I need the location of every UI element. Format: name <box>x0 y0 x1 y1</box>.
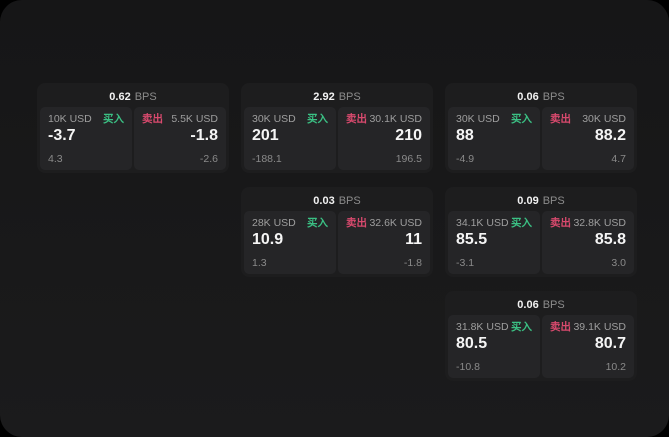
sell-label: 卖出 <box>142 113 163 125</box>
spread-unit: BPS <box>338 90 361 103</box>
buy-amount: 10K USD <box>48 113 92 125</box>
buy-panel[interactable]: 28K USD 买入 10.9 1.3 <box>244 211 336 274</box>
spread-unit: BPS <box>542 90 565 103</box>
quote-card-6: 0.06 BPS 31.8K USD 买入 80.5 -10.8 卖出 39.1… <box>445 291 637 381</box>
buy-delta: -10.8 <box>456 361 480 373</box>
buy-delta: -188.1 <box>252 153 282 165</box>
buy-amount: 28K USD <box>252 217 296 229</box>
sell-label: 卖出 <box>346 113 367 125</box>
buy-label: 买入 <box>103 113 124 125</box>
spread-header: 0.06 BPS <box>448 86 634 107</box>
buy-delta: 4.3 <box>48 153 63 165</box>
sell-panel[interactable]: 卖出 39.1K USD 80.7 10.2 <box>542 315 634 378</box>
spread-value: 0.09 <box>517 194 539 207</box>
quote-panels: 31.8K USD 买入 80.5 -10.8 卖出 39.1K USD 80.… <box>448 315 634 378</box>
buy-label: 买入 <box>511 217 532 229</box>
sell-amount: 30.1K USD <box>369 113 422 125</box>
buy-price: 201 <box>252 127 279 144</box>
quote-card-2: 2.92 BPS 30K USD 买入 201 -188.1 卖出 30.1K … <box>241 83 433 173</box>
sell-delta: -1.8 <box>403 257 422 269</box>
sell-amount: 30K USD <box>582 113 626 125</box>
buy-delta: -4.9 <box>456 153 475 165</box>
buy-price: -3.7 <box>48 127 76 144</box>
sell-panel[interactable]: 卖出 30K USD 88.2 4.7 <box>542 107 634 170</box>
buy-amount: 31.8K USD <box>456 321 509 333</box>
buy-label: 买入 <box>511 113 532 125</box>
buy-price: 10.9 <box>252 231 284 248</box>
sell-price: 11 <box>405 231 422 248</box>
buy-amount: 34.1K USD <box>456 217 509 229</box>
quote-panels: 34.1K USD 买入 85.5 -3.1 卖出 32.8K USD 85.8… <box>448 211 634 274</box>
buy-price: 88 <box>456 127 474 144</box>
sell-delta: 10.2 <box>605 361 626 373</box>
sell-panel[interactable]: 卖出 32.6K USD 11 -1.8 <box>338 211 430 274</box>
quote-card-5: 0.09 BPS 34.1K USD 买入 85.5 -3.1 卖出 32.8K… <box>445 187 637 277</box>
sell-label: 卖出 <box>550 321 571 333</box>
sell-amount: 5.5K USD <box>171 113 218 125</box>
sell-amount: 39.1K USD <box>573 321 626 333</box>
spread-unit: BPS <box>542 298 565 311</box>
spread-value: 0.06 <box>517 90 539 103</box>
quote-card-1: 0.62 BPS 10K USD 买入 -3.7 4.3 卖出 5.5K USD <box>37 83 229 173</box>
buy-amount: 30K USD <box>456 113 500 125</box>
spread-unit: BPS <box>338 194 361 207</box>
spread-unit: BPS <box>542 194 565 207</box>
sell-price: 85.8 <box>594 231 626 248</box>
buy-panel[interactable]: 34.1K USD 买入 85.5 -3.1 <box>448 211 540 274</box>
buy-delta: 1.3 <box>252 257 267 269</box>
quote-card-4: 0.03 BPS 28K USD 买入 10.9 1.3 卖出 32.6K US… <box>241 187 433 277</box>
spread-header: 0.06 BPS <box>448 294 634 315</box>
buy-label: 买入 <box>307 217 328 229</box>
spread-header: 0.03 BPS <box>244 190 430 211</box>
spread-header: 0.09 BPS <box>448 190 634 211</box>
sell-price: 210 <box>395 127 422 144</box>
sell-panel[interactable]: 卖出 32.8K USD 85.8 3.0 <box>542 211 634 274</box>
spread-header: 2.92 BPS <box>244 86 430 107</box>
quote-panels: 28K USD 买入 10.9 1.3 卖出 32.6K USD 11 -1.8 <box>244 211 430 274</box>
sell-price: 80.7 <box>594 335 626 352</box>
buy-panel[interactable]: 30K USD 买入 88 -4.9 <box>448 107 540 170</box>
sell-label: 卖出 <box>346 217 367 229</box>
buy-delta: -3.1 <box>456 257 475 269</box>
sell-price: -1.8 <box>190 127 218 144</box>
quote-panels: 30K USD 买入 88 -4.9 卖出 30K USD 88.2 4.7 <box>448 107 634 170</box>
sell-delta: 196.5 <box>395 153 422 165</box>
quote-panels: 30K USD 买入 201 -188.1 卖出 30.1K USD 210 1… <box>244 107 430 170</box>
buy-price: 80.5 <box>456 335 488 352</box>
sell-amount: 32.6K USD <box>369 217 422 229</box>
sell-delta: 3.0 <box>611 257 626 269</box>
spread-value: 0.62 <box>109 90 131 103</box>
buy-label: 买入 <box>511 321 532 333</box>
buy-panel[interactable]: 10K USD 买入 -3.7 4.3 <box>40 107 132 170</box>
quote-cards-grid: 0.62 BPS 10K USD 买入 -3.7 4.3 卖出 5.5K USD <box>37 83 637 381</box>
buy-price: 85.5 <box>456 231 488 248</box>
buy-amount: 30K USD <box>252 113 296 125</box>
quote-card-3: 0.06 BPS 30K USD 买入 88 -4.9 卖出 30K USD <box>445 83 637 173</box>
sell-panel[interactable]: 卖出 30.1K USD 210 196.5 <box>338 107 430 170</box>
quote-panels: 10K USD 买入 -3.7 4.3 卖出 5.5K USD -1.8 -2.… <box>40 107 226 170</box>
sell-label: 卖出 <box>550 113 571 125</box>
spread-value: 2.92 <box>313 90 335 103</box>
spread-value: 0.03 <box>313 194 335 207</box>
sell-delta: 4.7 <box>611 153 626 165</box>
sell-label: 卖出 <box>550 217 571 229</box>
spread-header: 0.62 BPS <box>40 86 226 107</box>
buy-label: 买入 <box>307 113 328 125</box>
sell-price: 88.2 <box>594 127 626 144</box>
spread-unit: BPS <box>134 90 157 103</box>
sell-amount: 32.8K USD <box>573 217 626 229</box>
sell-panel[interactable]: 卖出 5.5K USD -1.8 -2.6 <box>134 107 226 170</box>
buy-panel[interactable]: 31.8K USD 买入 80.5 -10.8 <box>448 315 540 378</box>
spread-value: 0.06 <box>517 298 539 311</box>
buy-panel[interactable]: 30K USD 买入 201 -188.1 <box>244 107 336 170</box>
sell-delta: -2.6 <box>199 153 218 165</box>
